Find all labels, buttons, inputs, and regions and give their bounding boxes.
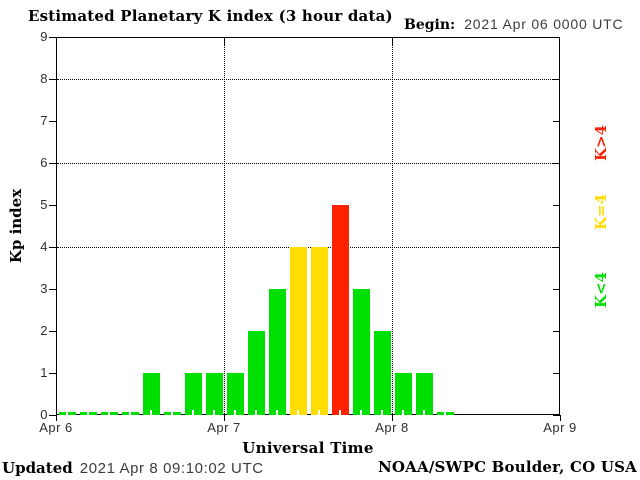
y-axis-title: Kp index bbox=[7, 188, 25, 264]
updated-label: Updated bbox=[2, 459, 73, 477]
y-tick-right bbox=[553, 247, 560, 248]
x-axis-title: Universal Time bbox=[242, 439, 374, 457]
y-tick-label: 3 bbox=[40, 281, 48, 296]
x-tick-label: Apr 9 bbox=[543, 420, 577, 435]
begin-value: 2021 Apr 06 0000 UTC bbox=[464, 16, 624, 32]
x-tick-bottom bbox=[392, 415, 393, 421]
x-tick-label: Apr 7 bbox=[207, 420, 241, 435]
kp-bar-16 bbox=[394, 373, 412, 415]
three-hour-tick-notch bbox=[66, 412, 68, 415]
kp-bar-10 bbox=[268, 289, 286, 415]
updated-caption: Updated 2021 Apr 8 09:10:02 UTC bbox=[2, 458, 264, 477]
begin-caption: Begin: 2021 Apr 06 0000 UTC bbox=[404, 14, 623, 33]
y-tick-label: 2 bbox=[40, 323, 48, 338]
y-tick-label: 0 bbox=[40, 407, 48, 422]
three-hour-tick-notch bbox=[297, 410, 299, 415]
kp-bar-5 bbox=[163, 412, 181, 415]
kp-bar-18 bbox=[436, 412, 454, 415]
kp-bar-13 bbox=[331, 205, 349, 415]
kp-bar-2 bbox=[100, 412, 118, 415]
three-hour-tick-notch bbox=[171, 412, 173, 415]
y-tick-label: 4 bbox=[40, 239, 48, 254]
kp-bar-9 bbox=[247, 331, 265, 415]
kp-bar-6 bbox=[184, 373, 202, 415]
kp-bar-3 bbox=[121, 412, 139, 415]
y-tick-right bbox=[553, 37, 560, 38]
y-tick-left bbox=[49, 415, 56, 416]
kp-bar-0 bbox=[58, 412, 76, 415]
gridline-day-1 bbox=[224, 38, 225, 414]
y-tick-right bbox=[553, 373, 560, 374]
gridline-kp-4 bbox=[57, 247, 559, 248]
three-hour-tick-notch bbox=[423, 410, 425, 415]
three-hour-tick-notch bbox=[360, 410, 362, 415]
three-hour-tick-notch bbox=[150, 410, 152, 415]
gridline-day-2 bbox=[392, 38, 393, 414]
y-tick-label: 8 bbox=[40, 71, 48, 86]
three-hour-tick-notch bbox=[318, 410, 320, 415]
y-tick-left bbox=[49, 163, 56, 164]
three-hour-tick-notch bbox=[87, 412, 89, 415]
y-tick-right bbox=[553, 289, 560, 290]
kp-bar-4 bbox=[142, 373, 160, 415]
three-hour-tick-notch bbox=[402, 410, 404, 415]
three-hour-tick-notch bbox=[381, 410, 383, 415]
three-hour-tick-notch bbox=[213, 410, 215, 415]
y-tick-right bbox=[553, 415, 560, 416]
three-hour-tick-notch bbox=[129, 412, 131, 415]
three-hour-tick-notch bbox=[339, 410, 341, 415]
y-tick-right bbox=[553, 121, 560, 122]
y-tick-left bbox=[49, 373, 56, 374]
three-hour-tick-notch bbox=[108, 412, 110, 415]
y-tick-left bbox=[49, 121, 56, 122]
gridline-kp-8 bbox=[57, 79, 559, 80]
chart-title: Estimated Planetary K index (3 hour data… bbox=[28, 7, 393, 25]
x-tick-top bbox=[392, 38, 393, 46]
y-tick-label: 1 bbox=[40, 365, 48, 380]
three-hour-tick-notch bbox=[234, 410, 236, 415]
legend-item-3: K<4 bbox=[592, 271, 610, 309]
three-hour-tick-notch bbox=[192, 410, 194, 415]
x-tick-bottom bbox=[560, 415, 561, 421]
three-hour-tick-notch bbox=[444, 412, 446, 415]
x-tick-bottom bbox=[224, 415, 225, 421]
y-tick-label: 7 bbox=[40, 113, 48, 128]
y-tick-right bbox=[553, 163, 560, 164]
y-tick-label: 6 bbox=[40, 155, 48, 170]
y-tick-left bbox=[49, 247, 56, 248]
y-tick-left bbox=[49, 205, 56, 206]
three-hour-tick-notch bbox=[255, 410, 257, 415]
kp-bar-15 bbox=[373, 331, 391, 415]
y-tick-left bbox=[49, 289, 56, 290]
y-tick-left bbox=[49, 331, 56, 332]
kp-bar-14 bbox=[352, 289, 370, 415]
gridline-kp-6 bbox=[57, 163, 559, 164]
begin-label: Begin: bbox=[404, 17, 456, 33]
x-tick-label: Apr 8 bbox=[375, 420, 409, 435]
kp-bar-8 bbox=[226, 373, 244, 415]
credit-text: NOAA/SWPC Boulder, CO USA bbox=[377, 458, 637, 476]
kp-bar-17 bbox=[415, 373, 433, 415]
updated-value: 2021 Apr 8 09:10:02 UTC bbox=[79, 460, 264, 477]
y-tick-right bbox=[553, 79, 560, 80]
kp-bar-1 bbox=[79, 412, 97, 415]
kp-bar-7 bbox=[205, 373, 223, 415]
y-tick-label: 5 bbox=[40, 197, 48, 212]
x-tick-label: Apr 6 bbox=[39, 420, 73, 435]
plot-frame bbox=[56, 37, 560, 415]
legend-item-1: K>4 bbox=[592, 124, 610, 162]
x-tick-top bbox=[224, 38, 225, 46]
three-hour-tick-notch bbox=[276, 410, 278, 415]
y-tick-left bbox=[49, 37, 56, 38]
kp-bar-11 bbox=[289, 247, 307, 415]
legend-item-2: K=4 bbox=[592, 193, 610, 231]
x-tick-bottom bbox=[56, 415, 57, 421]
y-tick-label: 9 bbox=[40, 29, 48, 44]
kp-bar-12 bbox=[310, 247, 328, 415]
y-tick-left bbox=[49, 79, 56, 80]
y-tick-right bbox=[553, 331, 560, 332]
y-tick-right bbox=[553, 205, 560, 206]
